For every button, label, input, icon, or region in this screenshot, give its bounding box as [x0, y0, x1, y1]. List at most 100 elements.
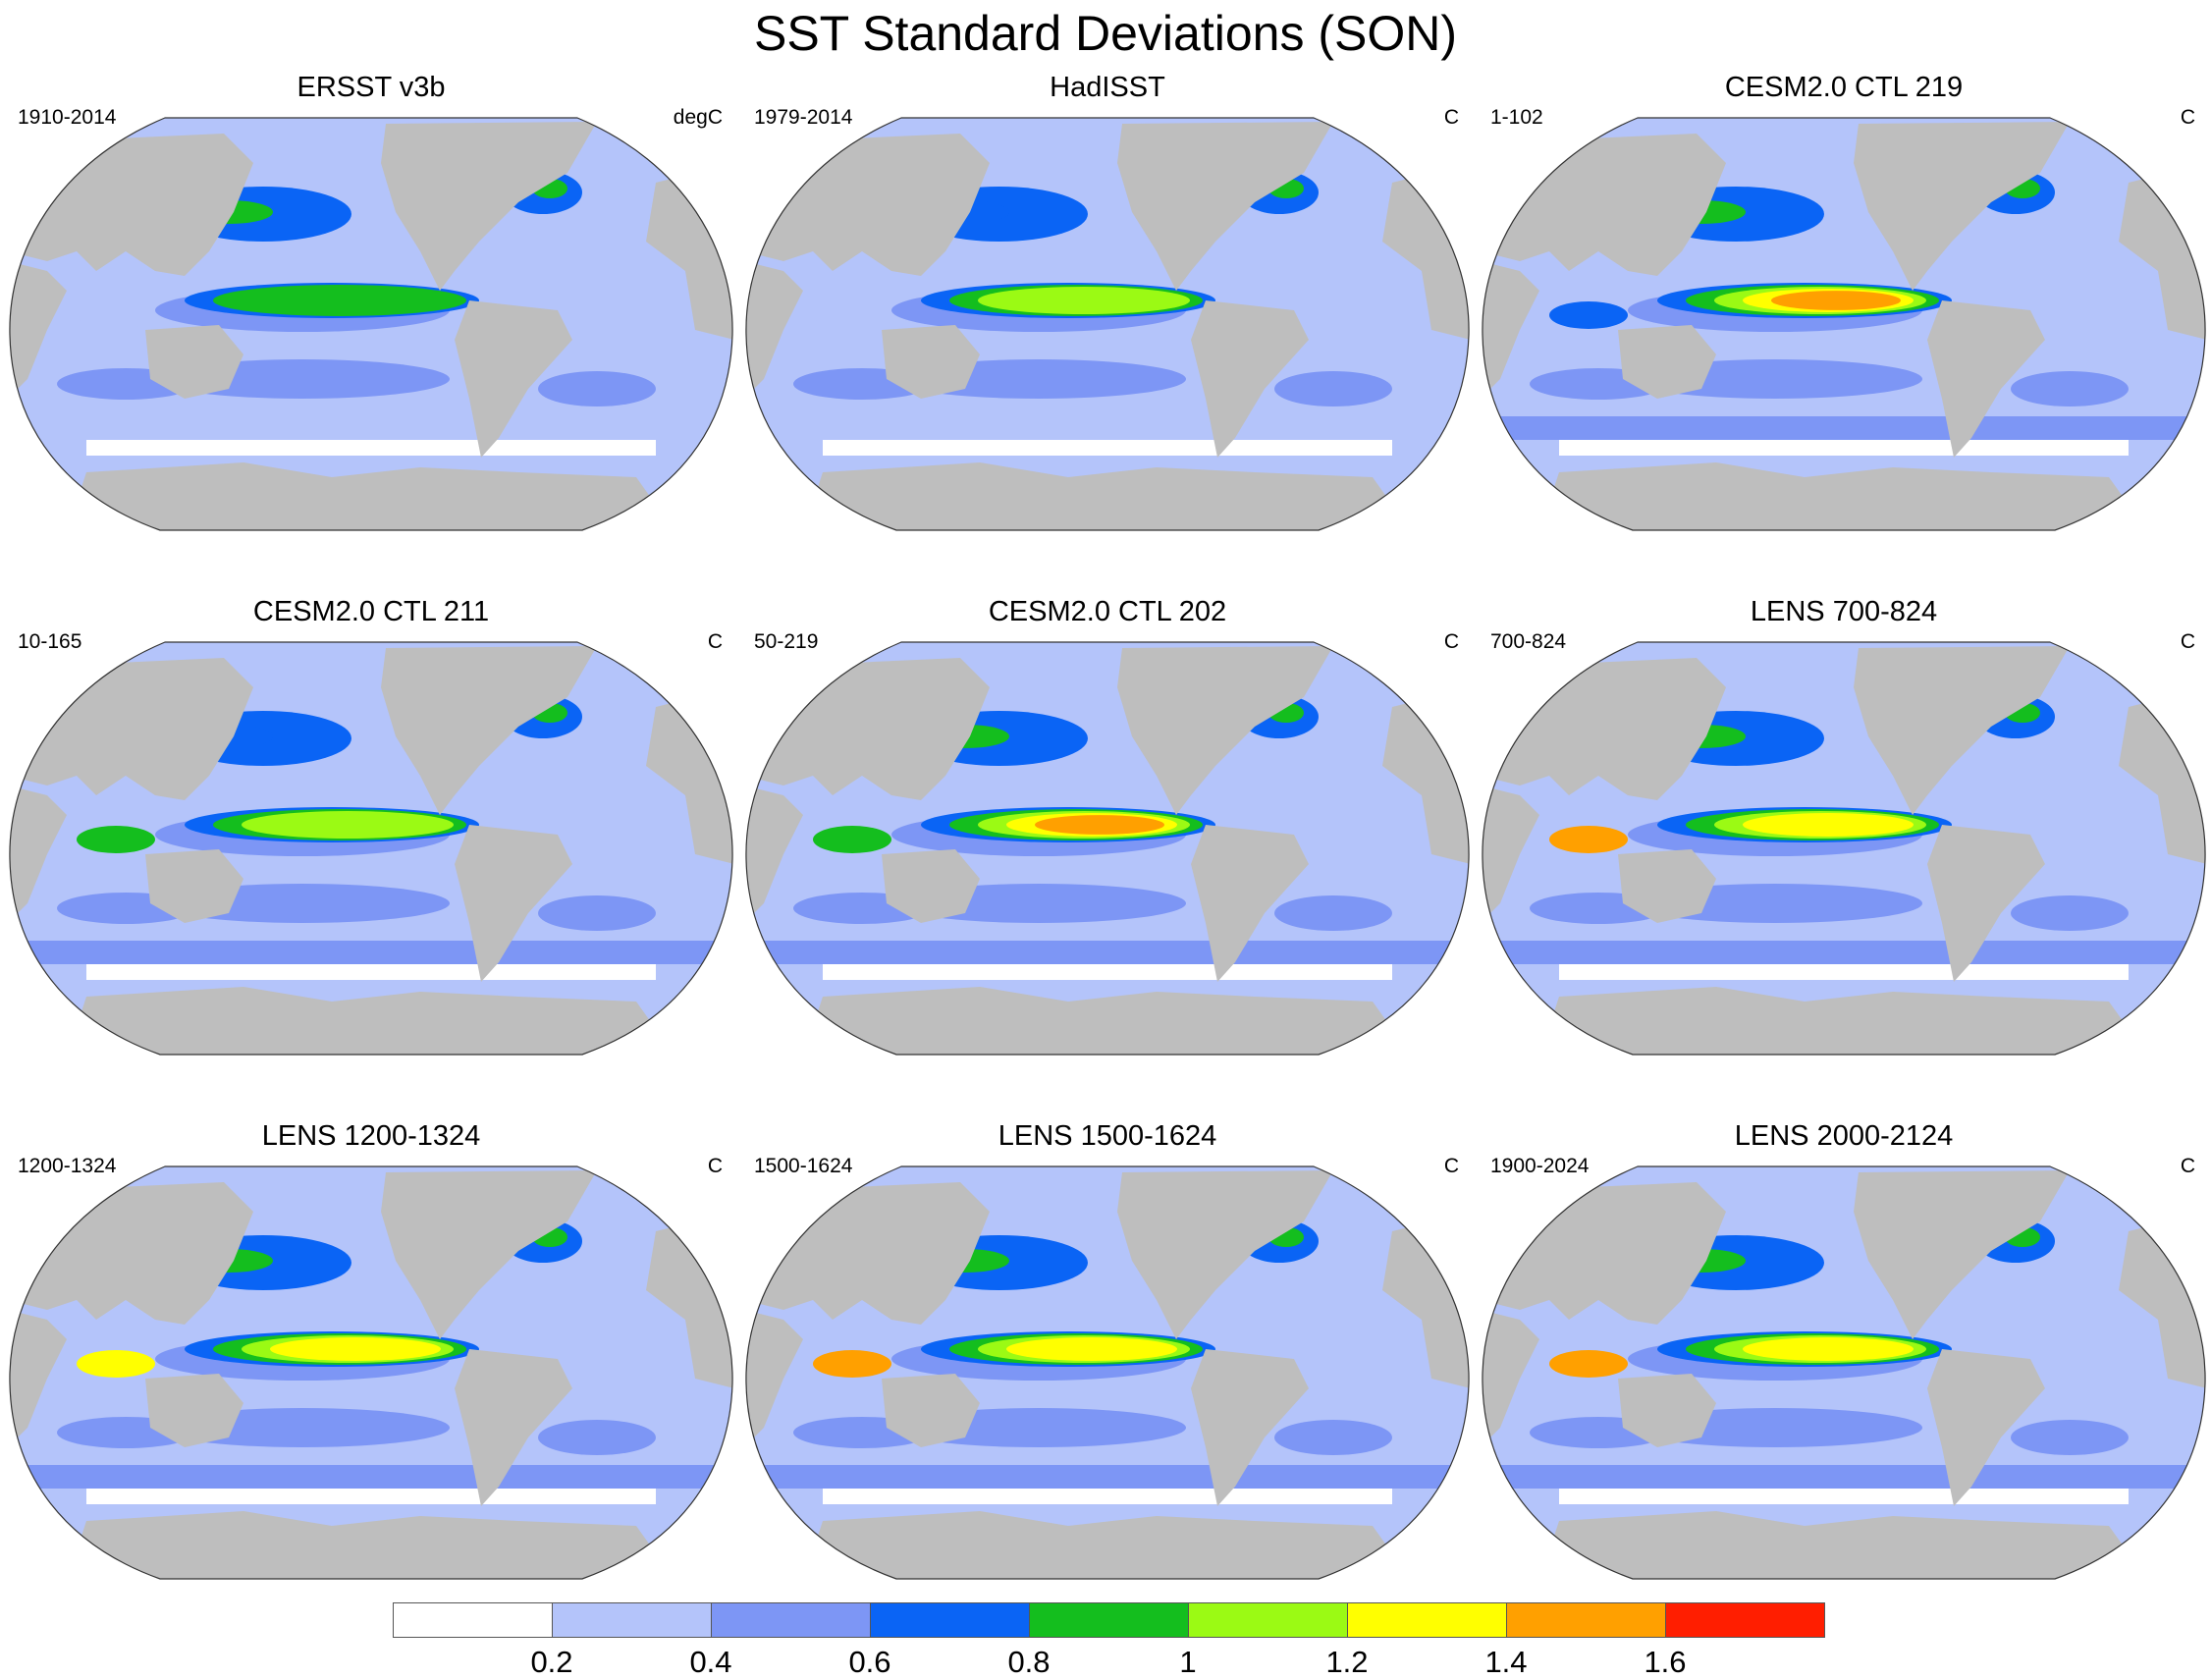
panel-title: CESM2.0 CTL 202: [988, 596, 1227, 627]
africa-land: [9, 786, 67, 923]
panel-period: 1979-2014: [754, 106, 853, 129]
australia-land: [882, 1374, 980, 1447]
south-america-land: [1191, 300, 1309, 458]
panel-units: C: [707, 630, 723, 653]
world-map: [9, 117, 733, 531]
north-america-land: [1854, 646, 2070, 815]
panel-title: LENS 1500-1624: [998, 1120, 1217, 1152]
southern-ocean-low: [823, 964, 1392, 980]
world-map: [745, 641, 1470, 1056]
southern-ocean-band: [745, 1465, 1470, 1489]
warm-pool: [77, 301, 155, 329]
panel-title: CESM2.0 CTL 219: [1724, 72, 1964, 103]
colorbar-tick-label: 1.4: [1484, 1645, 1528, 1679]
globe-outline: [745, 641, 1470, 1056]
panel-units: C: [1443, 106, 1459, 129]
map-panel: CESM2.0 CTL 219 1-102 C: [1481, 71, 2207, 532]
panel-period: 1200-1324: [18, 1155, 117, 1177]
antarctica-land: [803, 1511, 1412, 1579]
globe-outline: [9, 117, 733, 531]
southern-ocean-band: [9, 941, 733, 964]
atlantic-band: [1274, 1420, 1392, 1455]
colorbar-tick-label: 0.2: [530, 1645, 573, 1679]
globe-outline: [745, 117, 1470, 531]
warm-pool: [1549, 1350, 1628, 1378]
warm-pool: [813, 1350, 891, 1378]
antarctica-land: [1539, 462, 2148, 530]
enso-contour: [1743, 813, 1914, 837]
atlantic-band: [538, 895, 656, 931]
world-map: [745, 117, 1470, 531]
south-america-land: [455, 300, 572, 458]
panel-period: 700-824: [1490, 630, 1567, 653]
australia-land: [882, 849, 980, 923]
australia-land: [145, 325, 243, 399]
colorbar-tick-label: 1: [1179, 1645, 1197, 1679]
southern-ocean-low: [823, 440, 1392, 456]
enso-contour: [1035, 815, 1164, 835]
enso-contour: [978, 287, 1190, 314]
colorbar-tick-label: 0.4: [689, 1645, 732, 1679]
map-panel: ERSST v3b 1910-2014 degC: [8, 71, 734, 532]
panel-title: LENS 700-824: [1750, 596, 1938, 627]
atlantic-band: [2011, 371, 2129, 406]
panel-title: ERSST v3b: [297, 72, 446, 103]
map-panel: HadISST 1979-2014 C: [744, 71, 1471, 532]
southern-ocean-low: [1559, 440, 2129, 456]
panel-period: 1-102: [1490, 106, 1543, 129]
southern-ocean-band: [1482, 1465, 2206, 1489]
world-map: [9, 641, 733, 1056]
warm-pool: [1549, 301, 1628, 329]
panel-units: degC: [673, 106, 723, 129]
africa-land: [1482, 786, 1539, 923]
australia-land: [145, 849, 243, 923]
south-america-land: [1927, 825, 2045, 982]
africa-land: [1482, 1310, 1539, 1447]
enso-contour: [1771, 291, 1901, 310]
enso-contour: [242, 811, 454, 839]
atlantic-band: [1274, 895, 1392, 931]
map-panel: LENS 2000-2124 1900-2024 C: [1481, 1119, 2207, 1581]
warm-pool: [77, 1350, 155, 1378]
north-america-land: [381, 122, 597, 291]
australia-land: [1618, 849, 1716, 923]
antarctica-land: [67, 1511, 675, 1579]
antarctica-land: [1539, 987, 2148, 1055]
africa-land: [9, 1310, 67, 1447]
atlantic-band: [2011, 1420, 2129, 1455]
australia-land: [1618, 325, 1716, 399]
southern-ocean-low: [86, 964, 656, 980]
colorbar-swatch: [711, 1602, 871, 1638]
enso-contour: [270, 1337, 441, 1361]
world-map: [9, 1165, 733, 1580]
panel-units: C: [2180, 630, 2195, 653]
antarctica-land: [67, 987, 675, 1055]
colorbar-swatch: [1029, 1602, 1189, 1638]
north-america-land: [1854, 1170, 2070, 1339]
africa-land: [1482, 261, 1539, 399]
south-america-land: [1191, 825, 1309, 982]
southern-ocean-band: [745, 941, 1470, 964]
southern-ocean-band: [1482, 416, 2206, 440]
colorbar: [393, 1602, 1825, 1640]
warm-pool: [813, 301, 891, 329]
globe-outline: [745, 1165, 1470, 1580]
panel-title: LENS 1200-1324: [261, 1120, 481, 1152]
panel-period: 10-165: [18, 630, 82, 653]
colorbar-tick-label: 0.8: [1007, 1645, 1051, 1679]
panel-period: 1500-1624: [754, 1155, 853, 1177]
africa-land: [745, 786, 803, 923]
globe-outline: [1482, 641, 2206, 1056]
globe-outline: [1482, 1165, 2206, 1580]
north-america-land: [381, 646, 597, 815]
world-map: [1482, 1165, 2206, 1580]
north-america-land: [1117, 1170, 1333, 1339]
colorbar-swatch: [552, 1602, 712, 1638]
colorbar-swatch: [393, 1602, 553, 1638]
colorbar-swatch: [1506, 1602, 1666, 1638]
southern-ocean-band: [745, 416, 1470, 440]
globe-outline: [9, 1165, 733, 1580]
antarctica-land: [803, 462, 1412, 530]
southern-ocean-band: [9, 416, 733, 440]
map-panel: LENS 1200-1324 1200-1324 C: [8, 1119, 734, 1581]
